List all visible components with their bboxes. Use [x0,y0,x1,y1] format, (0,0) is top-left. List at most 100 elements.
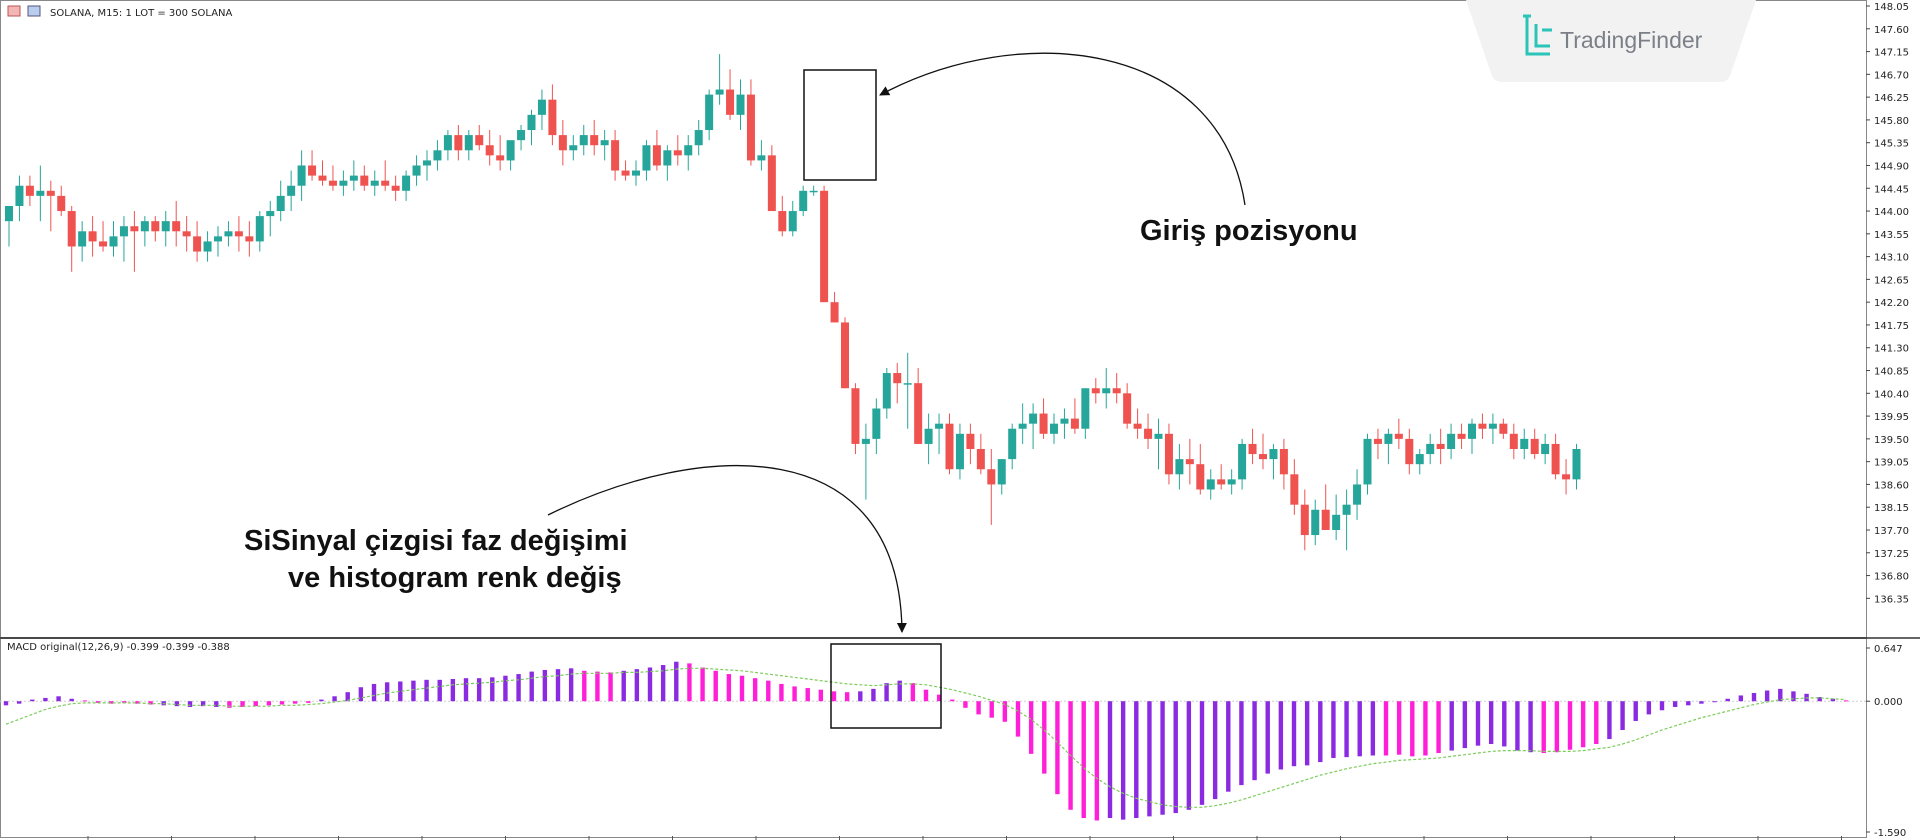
histogram-bar [831,691,837,702]
candle [924,413,933,465]
candle [1050,413,1058,444]
candle-body [1112,388,1121,394]
candle [715,54,724,105]
histogram-bar [805,688,810,702]
histogram-bar [174,701,180,707]
histogram-bar [253,701,258,707]
candle-body [799,190,808,212]
candle [1018,403,1027,444]
histogram-bar [963,701,968,708]
candle-body [433,150,442,161]
histogram-bar [989,701,994,718]
candle [694,119,703,156]
candle-body [234,231,243,237]
signal-annotation-line1: SiSinyal çizgisi faz değişimi [244,525,628,557]
candle [1488,413,1497,444]
candle [224,221,233,247]
candle-body [1050,423,1058,434]
candle-body [245,236,254,242]
histogram-bar [1160,701,1165,815]
candle-body [1342,504,1351,515]
candle [109,221,118,257]
histogram-bar [319,699,324,702]
candle-body [851,388,860,444]
histogram-bar [1738,695,1744,702]
candle-body [642,145,651,171]
candle-body [1154,433,1163,439]
macd-pane [0,638,1867,838]
candle-body [882,373,891,409]
candles [5,54,1581,551]
candle [245,221,254,257]
histogram-bar [1594,701,1599,744]
candle [1551,433,1560,480]
candle [1363,433,1372,495]
histogram-bar [1646,701,1652,715]
candle [1175,443,1184,490]
candle [287,170,296,212]
histogram-bar [279,701,285,705]
candle [1248,428,1257,465]
histogram-bar [1843,700,1849,702]
candle [1029,403,1038,449]
candle-body [1488,423,1497,429]
candle-body [172,221,181,232]
candle-body [255,216,264,242]
histogram-bar [3,701,9,706]
candle [1112,373,1121,404]
candle [757,140,766,171]
candle [193,221,202,262]
price-tick-label: 140.40 [1874,389,1909,400]
histogram-bar [490,677,495,702]
candle [1196,443,1205,495]
histogram-bar [1633,701,1638,721]
candle-body [1248,443,1257,455]
candle [1562,459,1571,495]
candle [851,383,860,455]
histogram-bar [1554,701,1560,753]
candle-body [1175,459,1184,475]
histogram-bar [752,678,758,702]
candle [234,216,243,252]
candle [1102,367,1111,409]
candle [475,124,484,151]
price-tick-label: 139.05 [1874,458,1909,469]
histogram-bar [1686,701,1691,706]
candle-body [632,170,640,176]
candle-body [193,236,202,252]
candle [297,150,306,201]
histogram-bar [1186,701,1192,810]
candle [548,84,557,146]
candle [966,423,975,465]
candle [203,231,212,262]
candle-body [861,438,870,444]
candle [882,367,891,419]
histogram-bar [844,692,850,702]
window-icons[interactable] [7,5,41,17]
candle-body [767,155,776,212]
candle-body [349,175,358,181]
histogram-bar [345,692,350,702]
candle [935,413,944,455]
candle [1373,428,1382,460]
histogram-bar [1120,701,1126,820]
candle-body [1206,479,1215,490]
candle-body [1279,448,1288,475]
histogram-bar [1672,701,1678,707]
candle [517,124,526,151]
logo-text: TradingFinder [1560,27,1703,53]
candle-body [151,221,160,232]
histogram-bar [1265,701,1270,774]
candle-body [820,190,829,303]
price-tick-label: 141.75 [1874,321,1909,332]
histogram-bar [1239,701,1244,786]
histogram-bar [371,683,377,702]
histogram-bar [1396,701,1402,755]
candle-body [987,469,996,485]
candle-body [475,135,484,146]
price-axis: 148.05 147.60 147.15 146.70 146.25 145.80 145.… [1866,2,1909,605]
candle [872,398,881,455]
candle [841,317,849,389]
histogram-bar [1291,701,1297,767]
